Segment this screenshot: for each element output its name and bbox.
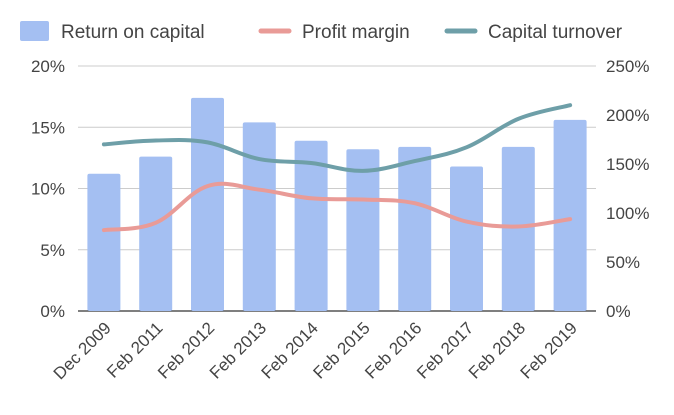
bar-return-on-capital[interactable]	[346, 149, 380, 311]
point-capital-turnover[interactable]	[361, 169, 365, 173]
y-right-tick-label: 0%	[606, 302, 631, 321]
point-profit-margin[interactable]	[257, 188, 261, 192]
y-left-tick-label: 20%	[31, 57, 65, 76]
line-series	[101, 103, 573, 233]
line-capital-turnover[interactable]	[101, 103, 573, 173]
point-capital-turnover[interactable]	[516, 117, 520, 121]
x-tick-label: Dec 2009	[50, 318, 115, 383]
legend-swatch	[20, 21, 49, 41]
y-left-tick-label: 10%	[31, 180, 65, 199]
point-capital-turnover[interactable]	[465, 145, 469, 149]
bar-return-on-capital[interactable]	[398, 146, 432, 311]
point-capital-turnover[interactable]	[257, 157, 261, 161]
line-profit-margin[interactable]	[101, 181, 573, 233]
point-capital-turnover[interactable]	[413, 159, 417, 163]
point-capital-turnover[interactable]	[568, 103, 572, 107]
bar-return-on-capital[interactable]	[553, 119, 587, 312]
legend-item-profit-margin[interactable]: Profit margin	[258, 22, 410, 43]
point-profit-margin[interactable]	[413, 201, 417, 205]
x-tick-label: Feb 2019	[517, 318, 581, 382]
bar-return-on-capital[interactable]	[87, 173, 121, 311]
point-profit-margin[interactable]	[309, 196, 313, 200]
y-left-tick-label: 15%	[31, 118, 65, 137]
bar-return-on-capital[interactable]	[450, 166, 483, 311]
legend-label: Profit margin	[302, 22, 410, 43]
y-right-tick-label: 200%	[606, 106, 649, 125]
y-left-tick-label: 0%	[40, 302, 65, 321]
point-profit-margin[interactable]	[102, 228, 106, 232]
bar-return-on-capital[interactable]	[191, 97, 224, 311]
point-profit-margin[interactable]	[516, 224, 520, 228]
bar-series	[87, 97, 587, 312]
y-left-tick-label: 5%	[40, 241, 65, 260]
point-profit-margin[interactable]	[465, 220, 469, 224]
legend-label: Return on capital	[61, 22, 205, 43]
legend-item-return-on-capital[interactable]: Return on capital	[20, 21, 205, 43]
bar-return-on-capital[interactable]	[242, 122, 276, 311]
point-capital-turnover[interactable]	[154, 138, 158, 142]
legend: Return on capital Profit margin Capital tu…	[20, 21, 623, 43]
bar-return-on-capital[interactable]	[501, 146, 535, 311]
legend-label: Capital turnover	[488, 22, 623, 43]
legend-item-capital-turnover[interactable]: Capital turnover	[444, 22, 623, 43]
point-profit-margin[interactable]	[568, 217, 572, 221]
y-right-tick-label: 150%	[606, 155, 649, 174]
point-capital-turnover[interactable]	[206, 140, 210, 144]
point-profit-margin[interactable]	[154, 221, 158, 225]
y-right-tick-label: 50%	[606, 253, 640, 272]
y-right-tick-label: 100%	[606, 204, 649, 223]
bar-return-on-capital[interactable]	[139, 156, 173, 311]
point-capital-turnover[interactable]	[309, 161, 313, 165]
point-profit-margin[interactable]	[206, 184, 210, 188]
y-right-tick-label: 250%	[606, 57, 649, 76]
point-profit-margin[interactable]	[361, 198, 365, 202]
point-capital-turnover[interactable]	[102, 142, 106, 146]
bar-return-on-capital[interactable]	[294, 140, 328, 311]
